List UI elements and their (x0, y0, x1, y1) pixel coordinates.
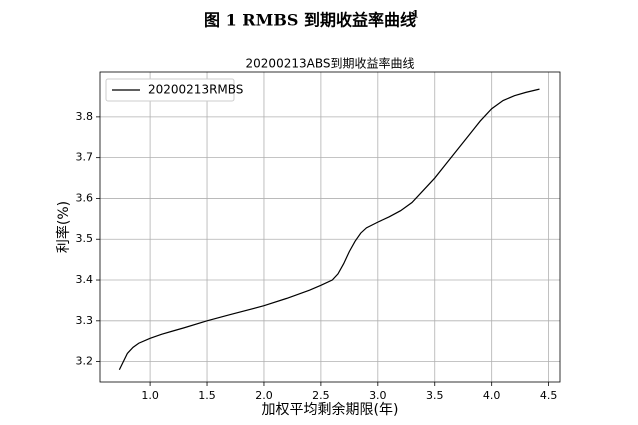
x-tick-label: 4.0 (483, 389, 501, 402)
y-axis-label: 利率(%) (55, 201, 72, 253)
y-tick-label: 3.5 (76, 232, 94, 245)
x-tick-label: 3.5 (426, 389, 444, 402)
y-tick-label: 3.3 (76, 314, 94, 327)
x-tick-label: 2.0 (255, 389, 273, 402)
series-line (118, 88, 540, 371)
plot-frame (99, 71, 561, 383)
y-tick-label: 3.8 (76, 110, 94, 123)
x-tick-label: 1.5 (198, 389, 216, 402)
x-tick-label: 1.0 (141, 389, 159, 402)
y-tick-label: 3.2 (76, 355, 94, 368)
chart-title: 20200213ABS到期收益率曲线 (246, 56, 415, 71)
y-tick-label: 3.6 (76, 191, 94, 204)
x-tick-label: 4.5 (540, 389, 558, 402)
legend-label: 20200213RMBS (148, 83, 243, 97)
y-tick-label: 3.4 (76, 273, 94, 286)
figure-title: 图 1 RMBS 到期收益率曲线 (204, 11, 416, 30)
x-tick-label: 3.0 (369, 389, 387, 402)
x-axis-label: 加权平均剩余期限(年) (262, 401, 399, 418)
y-tick-label: 3.7 (76, 151, 94, 164)
x-tick-label: 2.5 (312, 389, 330, 402)
legend-box (105, 78, 235, 102)
footnote-mark: 1 (412, 10, 419, 21)
